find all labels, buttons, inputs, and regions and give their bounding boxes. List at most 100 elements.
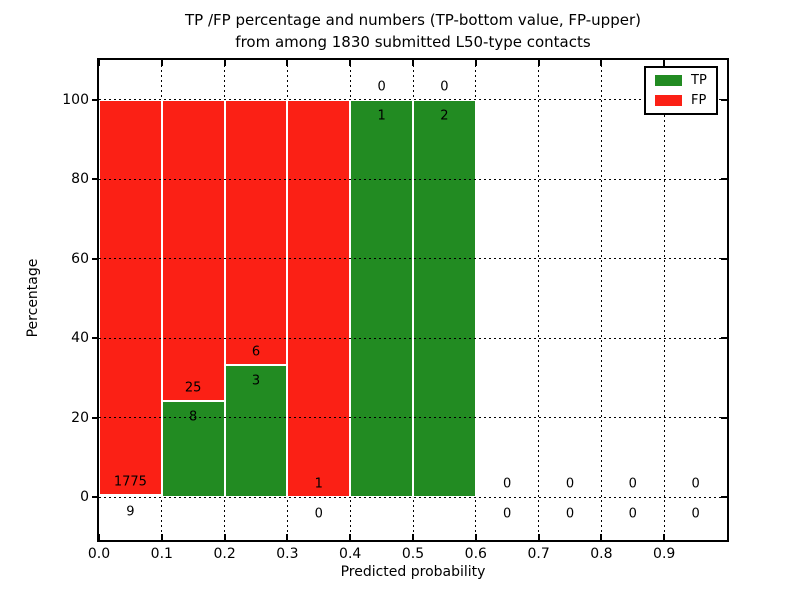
x-tick-label: 0.8 [590,546,613,562]
fp-count-label: 0 [628,476,637,492]
x-tick-top [223,60,226,66]
x-tick-top [663,60,666,66]
y-tick [92,98,97,101]
v-gridline [663,60,665,540]
x-tick [600,534,603,540]
v-gridline [600,60,602,540]
h-gridline [99,258,727,260]
y-tick-right [721,496,727,499]
tp-count-label: 0 [503,506,512,522]
x-tick-label: 0.1 [150,546,173,562]
y-tick [92,337,97,340]
x-tick-label: 0.0 [87,546,111,562]
fp-count-label: 0 [691,476,700,492]
h-gridline [99,496,727,498]
legend-swatch-fp [655,95,682,106]
v-gridline [475,60,477,540]
x-tick [160,534,163,540]
tp-count-label: 8 [189,409,198,425]
x-tick-label: 0.9 [653,546,676,562]
x-tick-top [349,60,352,66]
v-gridline [538,60,540,540]
y-axis-label: Percentage [25,258,41,338]
fp-count-label: 0 [440,79,449,95]
fp-count-label: 0 [377,79,386,95]
fp-count-label: 25 [184,380,202,396]
x-tick-label: 0.2 [213,546,236,562]
tp-bar-segment [224,364,288,498]
y-tick-right [721,416,727,419]
y-tick-label: 60 [71,250,89,267]
x-tick-top [412,60,414,66]
tp-count-label: 0 [691,506,700,522]
fp-count-label: 6 [251,344,261,360]
x-tick-label: 0.6 [464,546,487,562]
x-tick-top [600,60,603,66]
y-tick-right [721,178,727,181]
plot-area: 0.0 0.1 0.2 0.3 0.4 0.5 0.6 0.7 0.8 0.9 0 20 40 60 80 1… [62,58,729,562]
x-tick [98,534,100,540]
x-tick [663,534,666,540]
chart-title-line-1: TP /FP percentage and numbers (TP-bottom… [185,11,641,29]
h-gridline [99,99,727,101]
x-tick [412,534,414,540]
tp-count-label: 0 [314,506,323,522]
x-tick-label: 0.5 [401,546,425,562]
h-gridline [99,337,727,339]
tp-count-label: 3 [251,373,261,389]
fp-bar-segment [287,99,351,498]
chart-title: TP /FP percentage and numbers (TP-bottom… [97,9,729,53]
tp-bar-segment [350,99,413,498]
x-tick-top [537,60,540,66]
fp-count-label: 1775 [113,474,147,490]
x-tick-label: 0.3 [276,546,299,562]
y-tick-label: 100 [62,91,89,108]
x-tick [537,534,540,540]
tp-count-label: 0 [565,506,575,522]
y-tick [92,496,97,499]
tp-count-label: 9 [126,504,135,520]
legend: TP FP [644,66,718,115]
legend-item: TP [655,74,707,87]
y-tick [92,416,97,419]
y-tick [92,257,97,260]
h-gridline [99,417,727,419]
x-tick [349,534,352,540]
legend-item: FP [655,94,707,107]
x-tick-label: 0.7 [527,546,550,562]
h-gridline [99,178,727,180]
tp-count-label: 0 [628,506,637,522]
y-tick-label: 40 [71,330,89,347]
fp-count-label: 0 [565,476,575,492]
fp-bar-segment [161,99,225,401]
chart-title-line-2: from among 1830 submitted L50-type conta… [235,33,591,51]
y-tick-label: 20 [71,409,89,426]
fp-count-label: 0 [503,476,512,492]
fp-count-label: 1 [314,476,323,492]
x-tick-top [98,60,100,66]
legend-label-tp: TP [691,73,707,88]
x-tick-top [286,60,289,66]
y-tick-label: 0 [80,489,89,506]
x-tick-top [160,60,163,66]
x-tick [223,534,226,540]
y-tick-right [721,337,727,340]
x-tick-top [474,60,477,66]
y-tick-right [721,98,727,101]
tp-bar-segment [413,99,476,498]
y-tick-label: 80 [71,171,89,188]
x-tick-label: 0.4 [339,546,362,562]
legend-swatch-tp [655,75,682,86]
x-axis-label: Predicted probability [340,564,486,580]
tp-count-label: 1 [377,108,386,124]
y-tick [92,178,97,181]
tp-count-label: 2 [440,108,449,124]
fp-bar-segment [99,99,162,496]
y-tick-right [721,257,727,260]
legend-label-fp: FP [691,93,707,108]
tp-bar-segment [161,400,225,498]
x-tick [474,534,477,540]
fp-bar-segment [224,99,288,365]
x-tick [286,534,289,540]
